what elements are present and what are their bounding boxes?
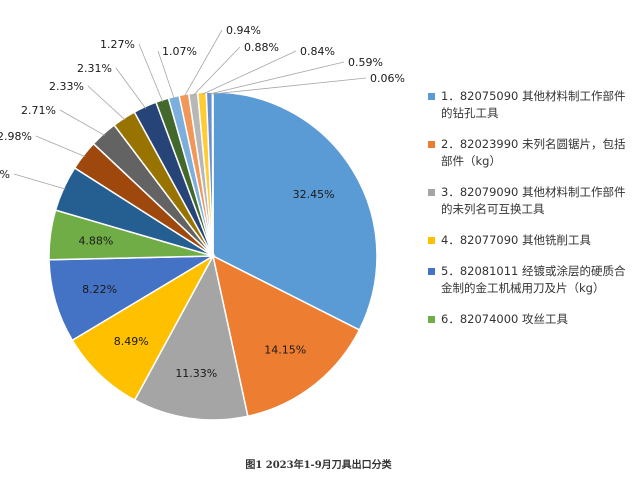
legend-item: 1．82075090 其他材料制工作部件的钻孔工具	[428, 88, 633, 122]
pie-slices	[48, 91, 378, 421]
leader-line	[87, 85, 126, 121]
slice-label: 0.94%	[226, 24, 261, 37]
leader-line	[138, 43, 164, 103]
pie-slice	[211, 254, 361, 418]
slice-label: 4.88%	[78, 235, 113, 248]
pie-slice	[212, 91, 378, 331]
legend-label: 6．82074000 攻丝工具	[441, 312, 569, 326]
leader-line	[59, 109, 105, 136]
leader-line	[13, 173, 66, 190]
legend-item: 3．82079090 其他材料制工作部件的未列名可互换工具	[428, 184, 633, 218]
pie-slice	[133, 253, 249, 421]
legend-item: 2．82023990 未列名圆锯片，包括部件（kg）	[428, 136, 633, 170]
slice-label: 11.33%	[175, 367, 217, 380]
slice-label: 1.07%	[162, 45, 197, 58]
slice-label: 2.98%	[0, 130, 32, 143]
legend-item: 5．82081011 经镀或涂层的硬质合金制的金工机械用刀及片（kg）	[428, 263, 633, 297]
legend-label: 1．82075090 其他材料制工作部件的钻孔工具	[441, 89, 626, 120]
slice-label: 8.49%	[114, 335, 149, 348]
slice-label: 4.51%	[0, 168, 10, 181]
leader-lines	[13, 29, 367, 190]
leader-line	[209, 61, 345, 95]
slice-label: 2.71%	[21, 104, 56, 117]
slice-label: 14.15%	[264, 343, 306, 356]
legend-item: 6．82074000 攻丝工具	[428, 311, 633, 328]
figure-caption: 图1 2023年1-9月刀具出口分类	[245, 460, 392, 471]
slice-label: 0.06%	[370, 72, 405, 85]
pie-slice	[211, 91, 214, 257]
leader-line	[157, 50, 175, 99]
slice-label: 32.45%	[293, 188, 335, 201]
pie-slice	[71, 253, 215, 402]
slice-label: 1.27%	[100, 38, 135, 51]
leader-line	[212, 77, 367, 95]
legend-item: 4．82077090 其他铣削工具	[428, 232, 633, 249]
legend-swatch	[428, 268, 435, 275]
legend-swatch	[428, 189, 435, 196]
legend-label: 5．82081011 经镀或涂层的硬质合金制的金工机械用刀及片（kg）	[441, 264, 626, 295]
leader-line	[35, 135, 86, 157]
slice-label: 2.31%	[77, 62, 112, 75]
leader-line	[115, 67, 147, 109]
legend-swatch	[428, 316, 435, 323]
leader-line	[183, 29, 223, 97]
legend-swatch	[428, 141, 435, 148]
slice-labels: 32.45% 14.15% 11.33% 8.49% 8.22% 4.88% 4.51% 2.…	[0, 24, 405, 380]
leader-line	[201, 50, 297, 95]
legend: 1．82075090 其他材料制工作部件的钻孔工具 2．82023990 未列名…	[428, 88, 633, 342]
slice-label: 0.88%	[244, 41, 279, 54]
slice-label: 2.33%	[49, 80, 84, 93]
legend-label: 2．82023990 未列名圆锯片，包括部件（kg）	[441, 137, 626, 168]
slice-label: 0.59%	[348, 56, 383, 69]
legend-label: 4．82077090 其他铣削工具	[441, 233, 592, 247]
legend-swatch	[428, 93, 435, 100]
leader-line	[193, 46, 241, 96]
legend-swatch	[428, 237, 435, 244]
slice-label: 0.84%	[300, 45, 335, 58]
legend-label: 3．82079090 其他材料制工作部件的未列名可互换工具	[441, 185, 626, 216]
slice-label: 8.22%	[82, 283, 117, 296]
